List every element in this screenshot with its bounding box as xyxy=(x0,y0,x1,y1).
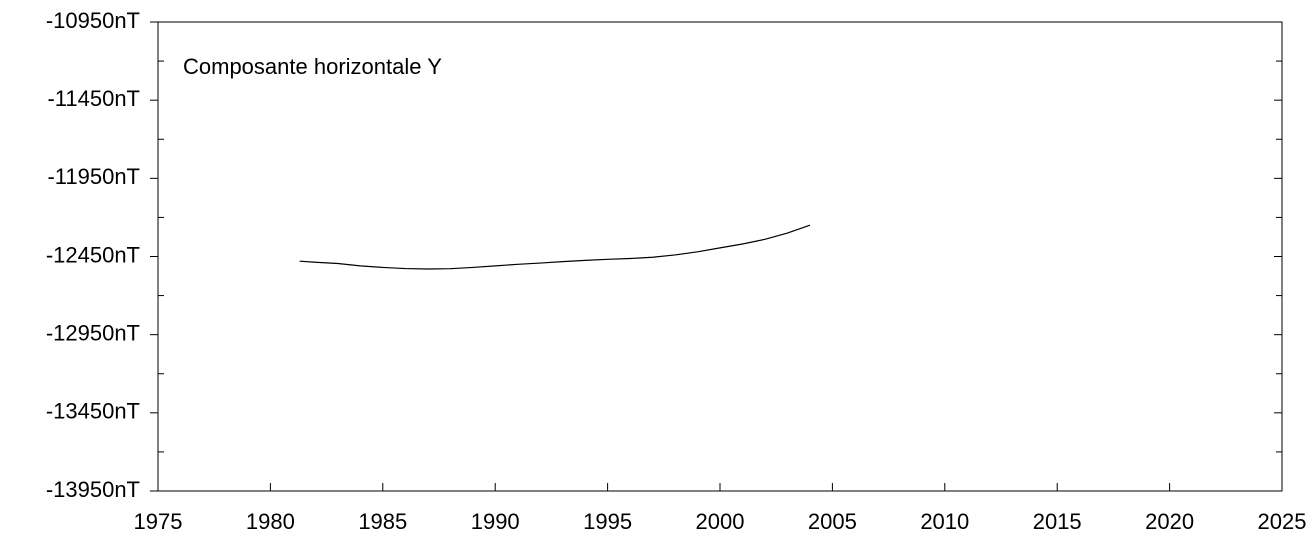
x-tick-label: 2010 xyxy=(920,509,969,534)
data-line xyxy=(299,224,811,270)
plot-frame xyxy=(157,21,1283,492)
y-tick-label: -12950nT xyxy=(46,320,140,345)
x-tick-label: 1990 xyxy=(471,509,520,534)
x-tick-label: 2025 xyxy=(1258,509,1307,534)
x-tick-label: 2005 xyxy=(808,509,857,534)
y-tick-label: -13950nT xyxy=(46,477,140,502)
y-tick-label: -12450nT xyxy=(46,242,140,267)
annotation: Composante horizontale Y xyxy=(183,54,442,79)
x-tick-label: 2020 xyxy=(1145,509,1194,534)
x-tick-label: 1975 xyxy=(134,509,183,534)
y-tick-label: -11950nT xyxy=(47,164,140,189)
x-tick-label: 1980 xyxy=(246,509,295,534)
y-tick-label: -10950nT xyxy=(46,8,140,33)
x-tick-label: 1995 xyxy=(583,509,632,534)
x-tick-label: 1985 xyxy=(358,509,407,534)
x-tick-label: 2000 xyxy=(696,509,745,534)
x-tick-label: 2015 xyxy=(1033,509,1082,534)
y-tick-label: -13450nT xyxy=(46,399,140,424)
y-tick-label: -11450nT xyxy=(47,86,140,111)
